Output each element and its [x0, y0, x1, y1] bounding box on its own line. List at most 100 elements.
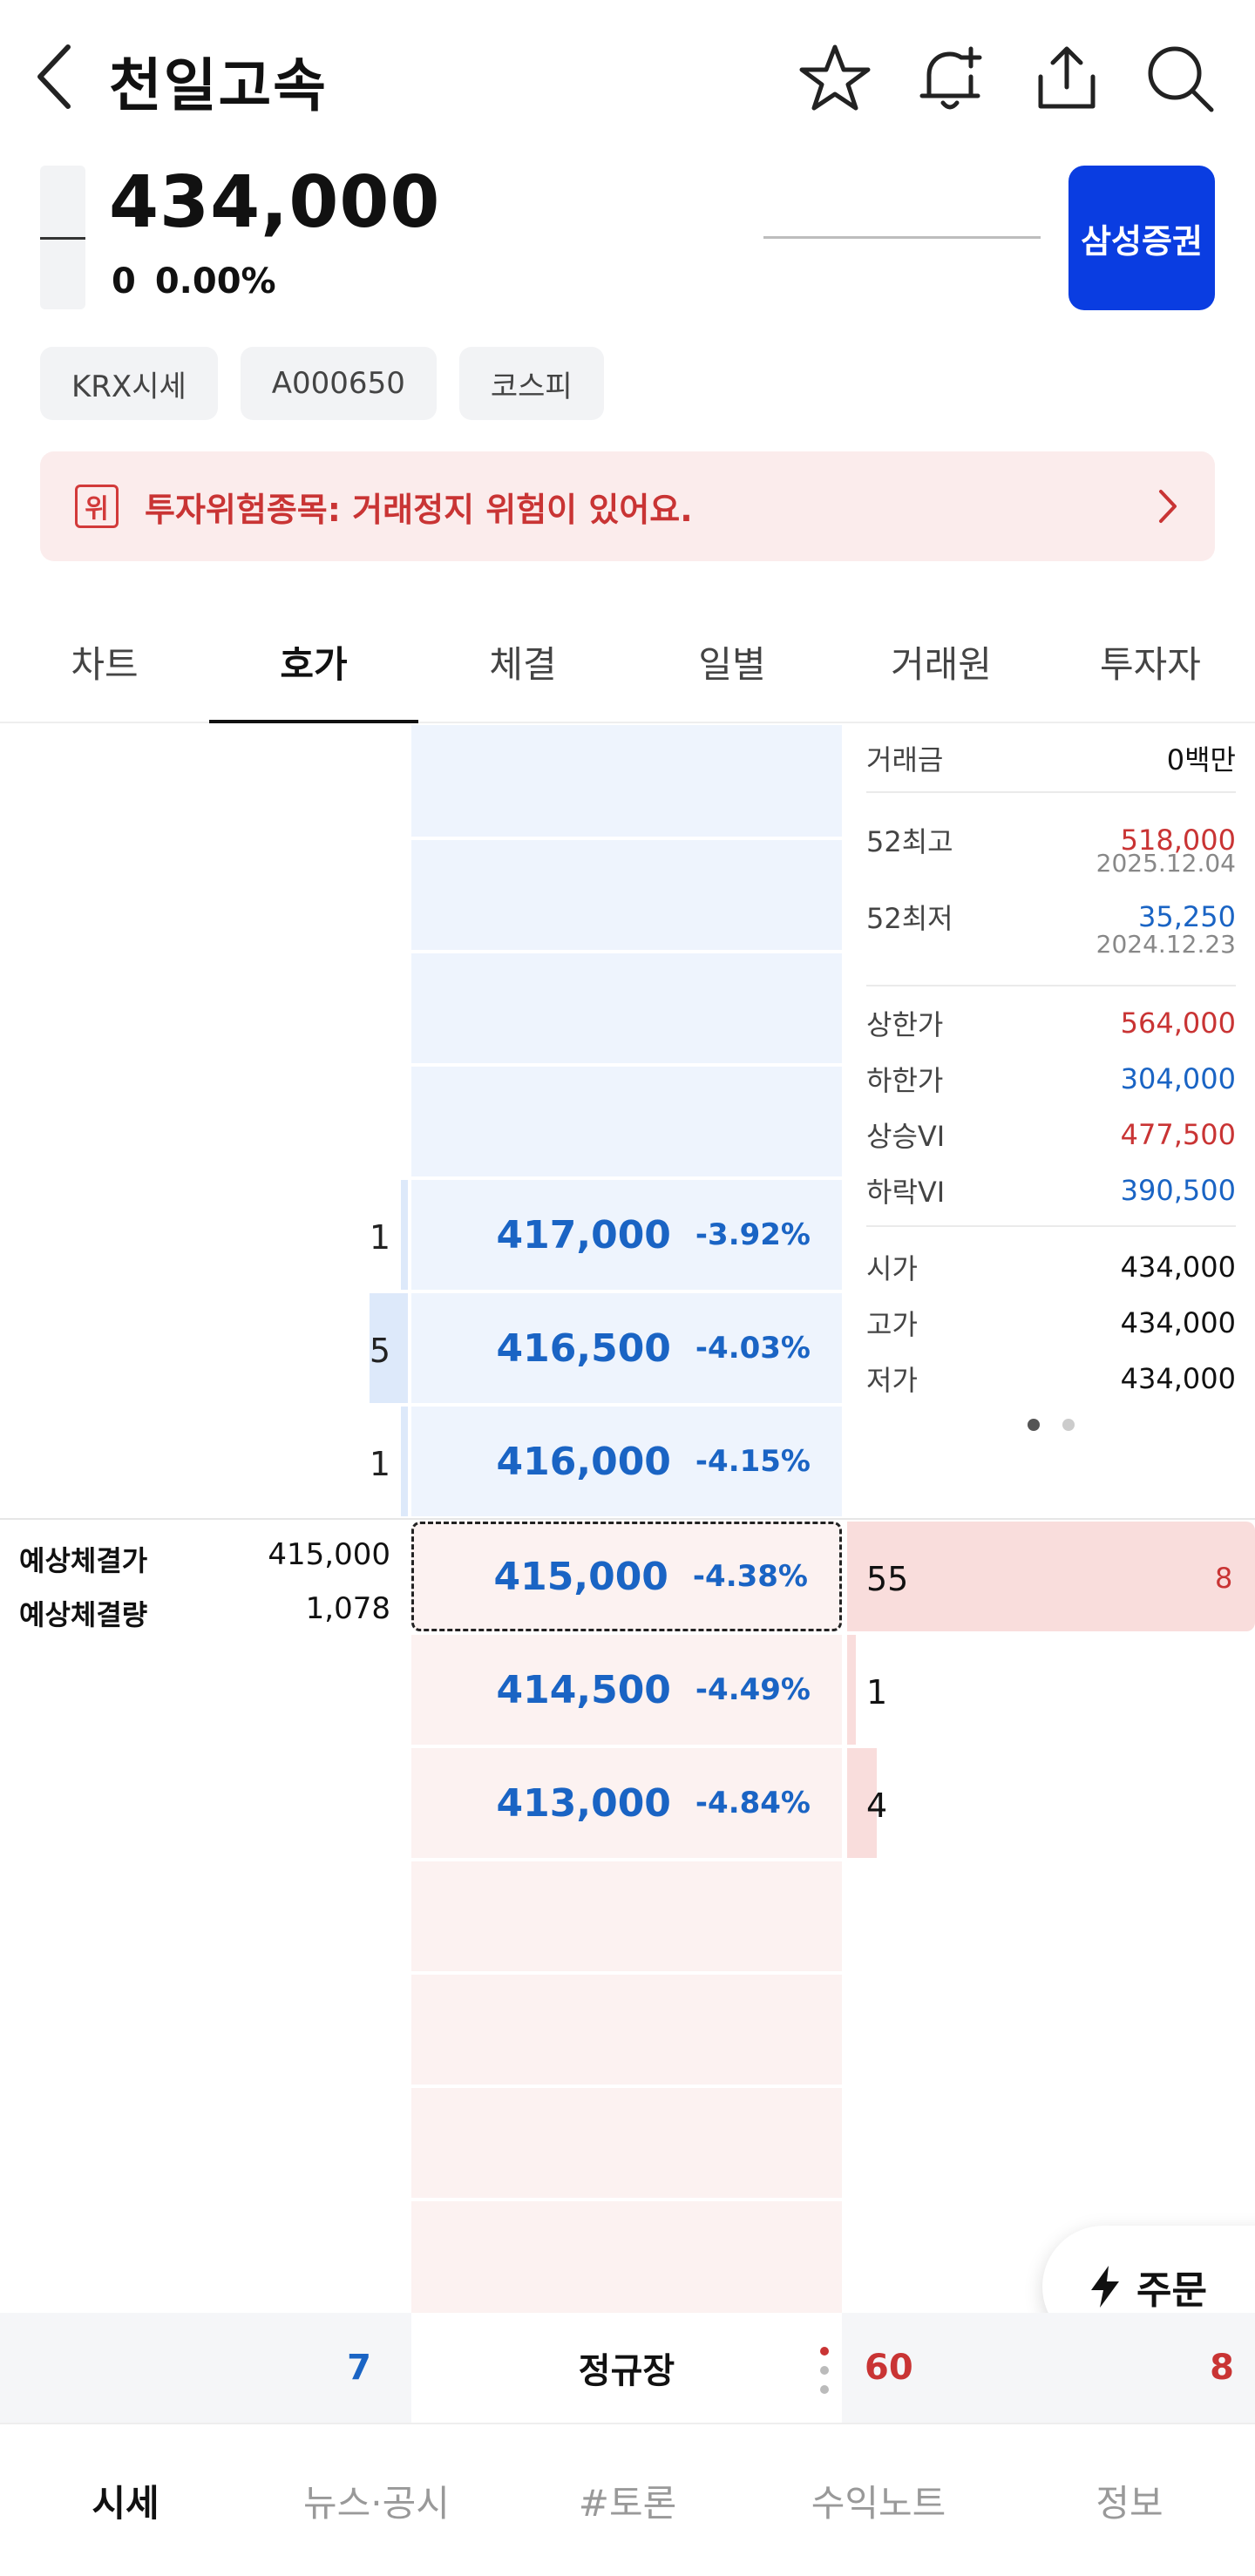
share-icon	[1038, 46, 1096, 109]
nav-news[interactable]: 뉴스·공시	[303, 2481, 450, 2525]
down-vi-value: 390,500	[1120, 1174, 1236, 1207]
risk-badge: 위	[75, 485, 119, 528]
orderbook-summary: 7 정규장 60 8	[0, 2313, 1255, 2423]
low52-value: 35,250	[1138, 900, 1236, 933]
ask-price-row[interactable]: 416,000 -4.15%	[411, 1407, 842, 1516]
ask-percent: -4.03%	[695, 1331, 811, 1366]
ask-volume: 1	[369, 1218, 390, 1257]
current-price-row[interactable]: 415,000 -4.38%	[411, 1522, 842, 1631]
tab-trades[interactable]: 체결	[489, 642, 557, 686]
risk-warning-banner[interactable]: 위 투자위험종목: 거래정지 위험이 있어요.	[40, 451, 1215, 561]
order-book: 1 417,000 -3.92% 5 416,500 -4.03% 1 416,00…	[0, 725, 1255, 2313]
tag-list: KRX시세 A000650 코스피	[40, 347, 604, 420]
bid-price-row[interactable]: 414,500 -4.49%	[411, 1635, 842, 1745]
bid-volume: 4	[866, 1786, 888, 1825]
open-label: 시가	[866, 1252, 918, 1285]
high-value: 434,000	[1120, 1306, 1236, 1339]
bid-empty-row	[411, 1975, 842, 2085]
tab-bar: 차트 호가 체결 일별 거래원 투자자	[0, 601, 1255, 723]
high52-value: 518,000	[1120, 824, 1236, 857]
ask-volume-bar	[401, 1407, 408, 1516]
bid-price: 415,000	[493, 1554, 668, 1599]
high52-date: 2025.12.04	[1096, 849, 1236, 878]
bid-right-volume: 8	[1215, 1562, 1233, 1595]
bid-empty-row	[411, 2201, 842, 2313]
low52-label: 52최저	[866, 902, 953, 935]
high-label: 고가	[866, 1308, 918, 1341]
top-header: 천일고속	[0, 0, 1255, 153]
tag-market[interactable]: KRX시세	[40, 347, 218, 420]
ask-price-row[interactable]: 417,000 -3.92%	[411, 1180, 842, 1290]
order-label: 주문	[1136, 2268, 1207, 2313]
tab-daily[interactable]: 일별	[698, 642, 766, 686]
ask-volume-bar	[401, 1180, 408, 1290]
tag-code[interactable]: A000650	[240, 347, 437, 420]
mini-chart	[763, 236, 1041, 239]
up-vi-label: 상승VI	[866, 1120, 946, 1153]
ask-percent: -3.92%	[695, 1217, 811, 1252]
broker-button[interactable]: 삼성증권	[1068, 166, 1215, 310]
tab-brokers[interactable]: 거래원	[891, 642, 992, 686]
search-button[interactable]	[1138, 37, 1222, 120]
favorite-button[interactable]	[793, 37, 877, 120]
bid-volume-bar	[847, 1522, 1255, 1631]
chevron-right-icon	[1159, 490, 1177, 523]
nav-profit-note[interactable]: 수익노트	[811, 2481, 946, 2525]
low-value: 434,000	[1120, 1362, 1236, 1395]
ask-empty-row	[411, 1067, 842, 1176]
bid-volume: 55	[866, 1560, 909, 1598]
session-label: 정규장	[411, 2313, 842, 2423]
nav-discussion[interactable]: #토론	[578, 2481, 677, 2525]
lightning-icon	[1091, 2266, 1119, 2308]
low-label: 저가	[866, 1364, 918, 1397]
total-bid-volume: 60	[865, 2348, 913, 2388]
price-change: 0 0.00%	[112, 261, 295, 302]
back-icon	[37, 44, 71, 109]
search-icon	[1148, 46, 1214, 112]
up-vi-value: 477,500	[1120, 1118, 1236, 1151]
bid-price-row[interactable]: 413,000 -4.84%	[411, 1748, 842, 1858]
back-button[interactable]	[35, 42, 78, 112]
ask-price: 416,500	[496, 1325, 671, 1371]
low52-date: 2024.12.23	[1096, 930, 1236, 959]
ask-volume-bar	[370, 1293, 408, 1403]
bottom-navigation: 시세 뉴스·공시 #토론 수익노트 정보	[0, 2423, 1255, 2576]
expected-price-value: 415,000	[268, 1537, 390, 1572]
bid-percent: -4.38%	[692, 1559, 808, 1594]
bid-volume-bar	[847, 1748, 877, 1858]
alert-button[interactable]	[908, 37, 992, 120]
bid-percent: -4.84%	[695, 1786, 811, 1820]
star-icon	[799, 44, 871, 111]
bid-price: 413,000	[496, 1780, 671, 1826]
tab-investors[interactable]: 투자자	[1100, 642, 1201, 686]
more-menu-button[interactable]	[816, 2346, 833, 2395]
expected-price-label: 예상체결가	[19, 1544, 148, 1577]
lower-limit-value: 304,000	[1120, 1062, 1236, 1095]
expected-volume-value: 1,078	[305, 1591, 390, 1626]
high52-label: 52최고	[866, 825, 953, 858]
bid-empty-row	[411, 2088, 842, 2198]
trade-amount-value: 0백만	[1166, 743, 1236, 776]
bid-empty-row	[411, 1861, 842, 1971]
bid-volume: 1	[866, 1673, 888, 1712]
total-ask-volume: 7	[347, 2348, 371, 2388]
tag-index[interactable]: 코스피	[458, 347, 604, 420]
ask-price-row[interactable]: 416,500 -4.03%	[411, 1293, 842, 1403]
nav-quote[interactable]: 시세	[92, 2481, 159, 2525]
ask-empty-row	[411, 840, 842, 950]
upper-limit-value: 564,000	[1120, 1007, 1236, 1040]
page-indicator[interactable]	[866, 1419, 1236, 1431]
change-amount: 0	[112, 261, 136, 302]
down-vi-label: 하락VI	[866, 1176, 946, 1209]
page-dot-active	[1028, 1419, 1040, 1431]
share-button[interactable]	[1025, 37, 1109, 120]
total-bid-right: 8	[1210, 2348, 1234, 2388]
tab-chart[interactable]: 차트	[71, 642, 139, 686]
nav-info[interactable]: 정보	[1096, 2481, 1163, 2525]
lower-limit-label: 하한가	[866, 1064, 944, 1097]
page-title: 천일고속	[109, 52, 328, 119]
stock-info-panel: 거래금 0백만 52최고 518,000 2025.12.04 52최저 35,…	[866, 725, 1236, 1431]
tab-orderbook[interactable]: 호가	[209, 601, 418, 723]
ask-price: 416,000	[496, 1439, 671, 1484]
bid-percent: -4.49%	[695, 1672, 811, 1707]
